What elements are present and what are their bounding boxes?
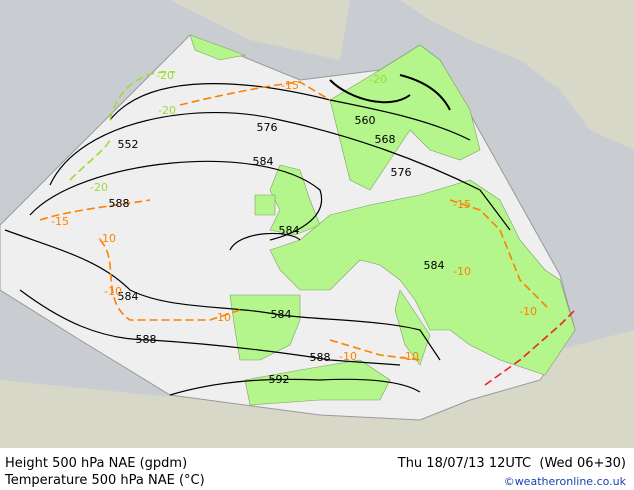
footer-time: Thu 18/07/13 12UTC (Wed 06+30) [397,456,626,471]
height-label: 588 [136,333,157,346]
height-label: 568 [375,133,396,146]
temperature-label: -10 [213,311,231,324]
map: 552 560 568 576 576 584 588 584 584 584 588 588 592 5… [0,0,634,448]
outer-land-south [0,330,634,448]
height-label: 560 [355,114,376,127]
outer-land [0,0,634,150]
height-label: 588 [310,351,331,364]
temperature-label: -15 [453,198,471,211]
temperature-label: -10 [339,350,357,363]
land [189,34,576,406]
height-label: 576 [391,166,412,179]
height-label: 576 [257,121,278,134]
height-label: 584 [279,224,300,237]
height-label: 584 [118,290,139,303]
temperature-label: -15 [51,215,69,228]
height-label: 592 [269,373,290,386]
copyright: ©weatheronline.co.uk [503,475,626,488]
height-contours [4,74,511,396]
temperature-label: -15 [281,79,299,92]
height-label: 552 [118,138,139,151]
height-label: 588 [109,197,130,210]
temperature-label: -10 [519,305,537,318]
temperature-label: -20 [369,73,387,86]
temperature-label: -10 [401,350,419,363]
footer-title: Height 500 hPa NAE (gpdm) [5,456,188,471]
temperature-label: -20 [158,104,176,117]
temperature-contours [39,81,551,361]
temperature-label: -10 [98,232,116,245]
height-label: 584 [253,155,274,168]
cold-contours [69,70,176,181]
temperature-label: -10 [104,285,122,298]
height-label: 584 [424,259,445,272]
temperature-label: -20 [90,181,108,194]
temperature-label: -20 [156,69,174,82]
footer-subtitle: Temperature 500 hPa NAE (°C) [5,473,205,488]
temperature-label: -10 [453,265,471,278]
height-label: 584 [271,308,292,321]
